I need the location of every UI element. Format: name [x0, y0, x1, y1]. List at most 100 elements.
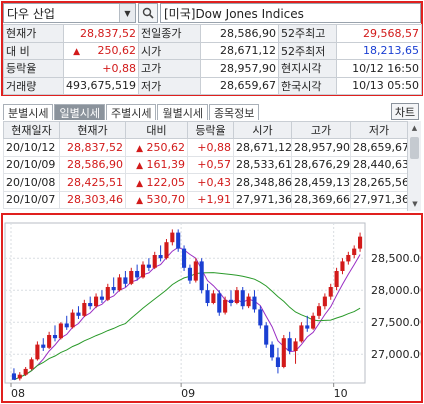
cell-open: 28,671,12 [233, 138, 292, 157]
search-button[interactable] [138, 3, 158, 23]
quote-label: 대 비 [3, 41, 64, 60]
search-icon [142, 7, 154, 19]
cell-close: 28,837,52 [59, 138, 126, 157]
candle-body [70, 312, 75, 328]
cell-change: ▲ 250,62 [125, 138, 188, 157]
table-row[interactable]: 20/10/08 28,425,51 ▲ 122,05 +0,43 28,348… [3, 173, 409, 192]
candle-body [358, 236, 363, 249]
ma-long-line [13, 272, 361, 381]
cell-change: ▲ 122,05 [125, 173, 188, 192]
chevron-down-icon[interactable]: ▼ [119, 4, 135, 22]
price-chart[interactable]: 28,500.00 28,000.00 27,500.00 27,000.00 08 09… [3, 215, 421, 401]
up-triangle-icon: ▲ [136, 178, 143, 189]
cell-open: 28,348,86 [233, 173, 292, 192]
cell-low: 28,440,63 [350, 155, 409, 174]
candle-body [23, 368, 28, 375]
column-header[interactable]: 등락율 [187, 121, 234, 139]
korea-time: 10/13 05:50 [336, 76, 422, 95]
candle-body [275, 357, 280, 367]
candle-body [217, 293, 222, 313]
column-header[interactable]: 현재가 [59, 121, 126, 139]
quote-row: 현재가 28,837,52 전일종가 28,586,90 52주최고 29,56… [3, 24, 422, 43]
candle-body [205, 290, 210, 303]
quote-label: 현재가 [3, 24, 64, 43]
market-select-value: 다우 산업 [7, 6, 55, 21]
candle-body [234, 290, 239, 303]
cell-change-value: 161,39 [146, 158, 186, 172]
tab-daily[interactable]: 일별시세 [54, 104, 105, 120]
cell-rate: +1,91 [187, 190, 234, 209]
tab-minute[interactable]: 분별시세 [3, 104, 54, 120]
up-triangle-icon: ▲ [73, 47, 81, 58]
tab-info[interactable]: 종목정보 [208, 104, 260, 120]
table-row[interactable]: 20/10/07 28,303,46 ▲ 530,70 +1,91 27,971… [3, 190, 409, 209]
cell-date: 20/10/07 [3, 190, 60, 209]
cell-high: 28,369,66 [291, 190, 351, 209]
candle-body [152, 255, 157, 268]
cell-close: 28,586,90 [59, 155, 126, 174]
column-header[interactable]: 현재일자 [3, 121, 60, 139]
volume: 493,675,519 [63, 76, 139, 95]
column-header[interactable]: 저가 [350, 121, 408, 139]
daily-table: 현재일자 현재가 대비 등락율 시가 고가 저가 20/10/12 28,837… [3, 121, 409, 209]
candle-body [223, 299, 228, 313]
cell-high: 28,459,13 [291, 173, 351, 192]
candle-body [352, 248, 357, 255]
cell-open: 28,533,61 [233, 155, 292, 174]
cell-change-value: 250,62 [146, 140, 186, 154]
quote-label: 거래량 [3, 76, 64, 95]
market-select[interactable]: 다우 산업 ▼ [3, 3, 136, 23]
scrollbar-thumb[interactable] [410, 137, 419, 159]
candle-body [199, 261, 204, 291]
candle-body [264, 325, 269, 345]
scroll-down-icon[interactable]: ▼ [412, 200, 418, 208]
up-triangle-icon: ▲ [136, 161, 143, 172]
cell-open: 27,971,36 [233, 190, 292, 209]
week52-high: 29,568,57 [336, 24, 422, 43]
candle-body [193, 261, 198, 281]
y-tick-label: 27,000.00 [371, 348, 421, 361]
candle-body [322, 296, 327, 307]
candle-body [246, 296, 251, 307]
quote-label: 52주최저 [278, 41, 337, 60]
tab-monthly[interactable]: 월별시세 [157, 104, 208, 120]
cell-change: ▲ 161,39 [125, 155, 188, 174]
candle-body [88, 303, 93, 307]
search-bar: 다우 산업 ▼ [미국]Dow Jones Indices [3, 3, 421, 23]
candle-body [287, 338, 292, 351]
cell-date: 20/10/12 [3, 138, 60, 157]
prev-close: 28,586,90 [200, 24, 279, 43]
chart-button[interactable]: 차트 [391, 103, 419, 120]
quote-row: 거래량 493,675,519 저가 28,659,67 한국시각 10/13 … [3, 76, 422, 95]
candle-body [170, 232, 175, 243]
candle-body [334, 271, 339, 287]
y-tick-label: 28,500.00 [371, 252, 421, 265]
column-header[interactable]: 대비 [125, 121, 188, 139]
column-header[interactable]: 고가 [291, 121, 351, 139]
table-row[interactable]: 20/10/09 28,586,90 ▲ 161,39 +0,57 28,533… [3, 155, 409, 174]
candle-body [240, 290, 245, 307]
candle-body [252, 296, 257, 310]
quote-label: 저가 [138, 76, 201, 95]
vertical-scrollbar[interactable]: ▲ ▼ [407, 121, 421, 211]
cell-change-value: 122,05 [146, 175, 186, 189]
scroll-up-icon[interactable]: ▲ [411, 124, 418, 132]
current-price: 28,837,52 [63, 24, 139, 43]
table-row[interactable]: 20/10/12 28,837,52 ▲ 250,62 +0,88 28,671… [3, 138, 409, 157]
column-header[interactable]: 시가 [233, 121, 292, 139]
quote-row: 등락율 +0,88 고가 28,957,90 현지시각 10/12 16:50 [3, 59, 422, 78]
cell-rate: +0,43 [187, 173, 234, 192]
candle-body [346, 255, 351, 262]
candle-body [47, 335, 52, 348]
quote-panel-frame [1, 1, 423, 96]
cell-low: 28,265,56 [350, 173, 409, 192]
tab-bar: 분별시세 일별시세 주별시세 월별시세 종목정보 차트 [3, 103, 421, 120]
tab-weekly[interactable]: 주별시세 [105, 104, 157, 120]
cell-change-value: 530,70 [146, 193, 186, 207]
symbol-name-field[interactable]: [미국]Dow Jones Indices [160, 3, 421, 23]
candle-body [117, 277, 122, 291]
cell-high: 28,676,29 [291, 155, 351, 174]
cell-rate: +0,57 [187, 155, 234, 174]
change-rate: +0,88 [63, 59, 139, 78]
x-tick-label: 08 [11, 387, 25, 400]
